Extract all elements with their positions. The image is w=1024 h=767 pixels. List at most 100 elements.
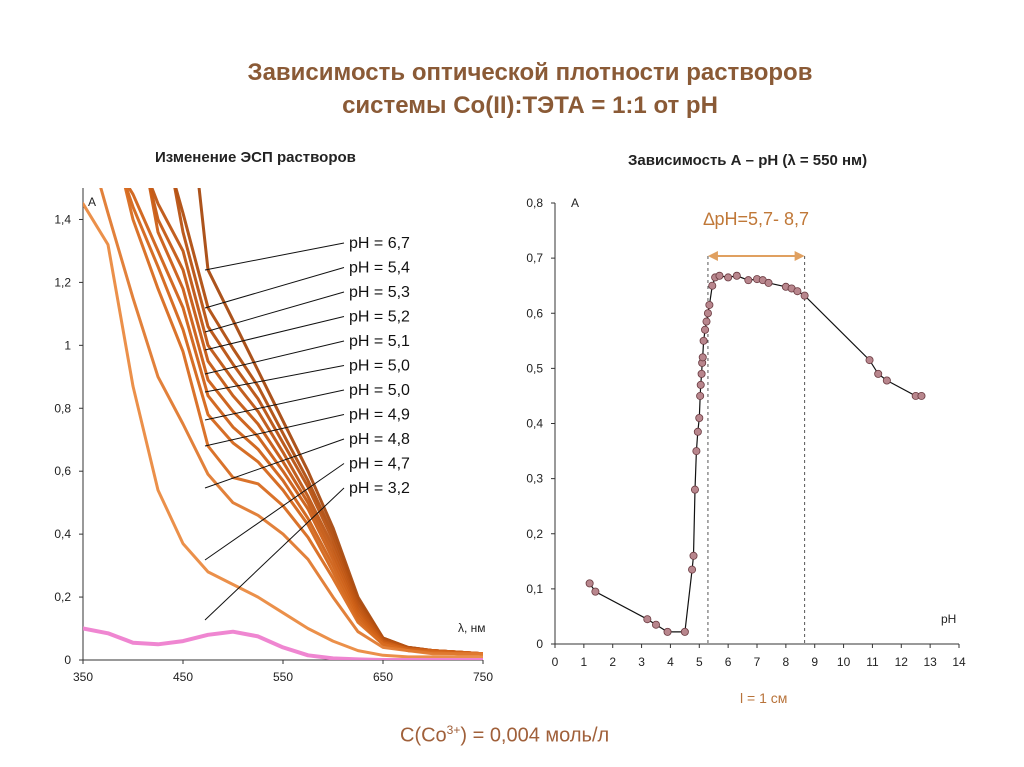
- left-chart-title: Изменение ЭСП растворов: [155, 149, 356, 166]
- x-tick-label: 11: [866, 655, 879, 669]
- data-point: [698, 353, 707, 362]
- absorbance-ph-chart: 00,10,20,30,40,50,60,70,80 1 2 3 4 5 6 7 8 9 10 11 1…: [526, 196, 966, 669]
- y-tick-label: 1,2: [54, 275, 71, 289]
- y-tick-label: 0,7: [526, 251, 543, 265]
- y-tick-label: 0,2: [54, 590, 71, 604]
- data-point: [715, 271, 724, 280]
- x-tick-label: 8: [783, 655, 790, 669]
- leader-line: [204, 389, 345, 421]
- data-point: [724, 273, 733, 282]
- legend-label: pH = 5,1: [349, 333, 410, 350]
- path-length-label: l = 1 см: [740, 690, 788, 706]
- x-tick-label: 450: [173, 670, 193, 684]
- legend-label: pH = 4,8: [349, 431, 410, 448]
- y-tick-label: 0,8: [54, 401, 71, 415]
- y-tick-label: 1: [64, 338, 71, 352]
- x-tick-label: 13: [923, 655, 937, 669]
- series-line: [148, 188, 483, 656]
- legend-label: pH = 5,3: [349, 284, 410, 301]
- series-line: [148, 188, 483, 656]
- x-axis-label: λ, нм: [458, 621, 486, 635]
- concentration-label: С(Со3+) = 0,004 моль/л: [400, 723, 609, 748]
- data-point: [744, 276, 753, 285]
- legend-label: pH = 4,7: [349, 456, 410, 473]
- y-tick-label: 1,4: [54, 212, 71, 226]
- legend-label: pH = 5,0: [349, 382, 410, 399]
- y-tick-label: 0: [536, 637, 543, 651]
- data-point: [663, 627, 672, 636]
- data-point: [688, 565, 697, 574]
- right-chart-title: Зависимость А – рН (λ = 550 нм): [628, 152, 868, 169]
- x-tick-label: 5: [696, 655, 703, 669]
- y-axis-label: A: [571, 196, 579, 210]
- x-tick-label: 14: [952, 655, 966, 669]
- ph-range-annotation: ∆pH=5,7- 8,7: [703, 209, 809, 229]
- data-point: [696, 391, 705, 400]
- spectra-series-group: [83, 188, 483, 660]
- legend-label: pH = 5,4: [349, 260, 410, 277]
- x-tick-label: 750: [473, 670, 493, 684]
- page-title: Зависимость оптической плотности раствор…: [150, 56, 910, 122]
- y-tick-label: 0,5: [526, 361, 543, 375]
- data-point: [874, 369, 883, 378]
- x-tick-label: 12: [895, 655, 909, 669]
- leader-line: [204, 414, 345, 447]
- data-point: [643, 615, 652, 624]
- y-tick-label: 0: [64, 653, 71, 667]
- data-point: [882, 376, 891, 385]
- x-tick-label: 550: [273, 670, 293, 684]
- data-point: [708, 281, 717, 290]
- x-tick-label: 2: [609, 655, 616, 669]
- legend-label: pH = 6,7: [349, 235, 410, 252]
- y-tick-label: 0,4: [54, 527, 71, 541]
- x-tick-label: 3: [638, 655, 645, 669]
- series-line: [127, 188, 483, 656]
- title-line-1: Зависимость оптической плотности раствор…: [247, 59, 813, 86]
- leader-line: [204, 340, 345, 375]
- data-point: [701, 325, 710, 334]
- concentration-superscript: 3+: [446, 723, 461, 737]
- data-point: [705, 300, 714, 309]
- x-tick-label: 350: [73, 670, 93, 684]
- y-tick-label: 0,3: [526, 472, 543, 486]
- x-tick-label: 9: [811, 655, 818, 669]
- legend-label: pH = 3,2: [349, 480, 410, 497]
- leader-line: [204, 365, 345, 393]
- data-point: [680, 627, 689, 636]
- range-arrow-head-right: [794, 251, 805, 261]
- concentration-prefix: С(Со: [400, 724, 447, 747]
- data-point: [591, 587, 600, 596]
- data-point: [695, 413, 704, 422]
- data-point: [690, 485, 699, 494]
- series-line: [150, 188, 483, 656]
- data-point: [764, 278, 773, 287]
- data-point: [651, 620, 660, 629]
- y-tick-label: 0,2: [526, 527, 543, 541]
- data-point: [699, 336, 708, 345]
- y-tick-label: 0,8: [526, 196, 543, 210]
- y-tick-label: 0,4: [526, 417, 543, 431]
- series-line: [83, 202, 483, 659]
- leader-line: [204, 242, 345, 271]
- leader-line: [204, 267, 345, 309]
- series-line: [99, 188, 483, 656]
- x-tick-label: 10: [837, 655, 851, 669]
- data-point: [585, 579, 594, 588]
- data-point: [800, 291, 809, 300]
- legend-label: pH = 4,9: [349, 407, 410, 424]
- data-point: [689, 551, 698, 560]
- data-point: [865, 356, 874, 365]
- data-point: [697, 369, 706, 378]
- data-point: [692, 447, 701, 456]
- range-arrow-head-left: [707, 251, 718, 261]
- data-point: [702, 317, 711, 326]
- data-point: [732, 271, 741, 280]
- data-point: [703, 309, 712, 318]
- x-tick-label: 7: [754, 655, 761, 669]
- series-line-pink: [83, 626, 483, 660]
- leader-line: [204, 438, 345, 489]
- leader-line: [204, 487, 345, 621]
- legend-label: pH = 5,2: [349, 309, 410, 326]
- leader-line: [204, 316, 345, 351]
- concentration-suffix: ) = 0,004 моль/л: [460, 724, 610, 747]
